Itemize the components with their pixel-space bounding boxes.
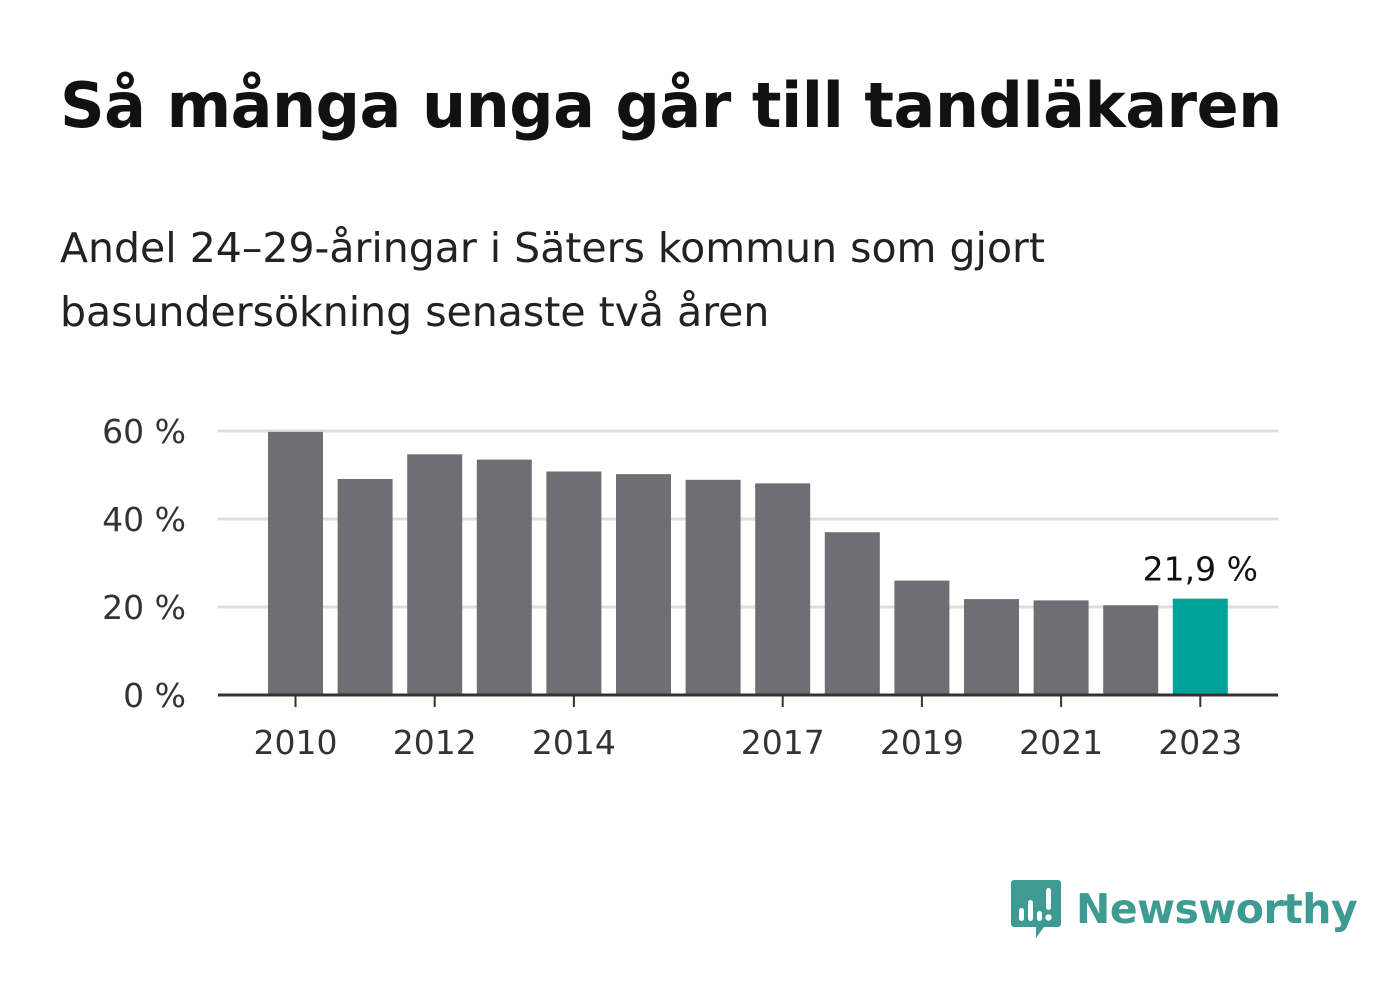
bar: [894, 580, 950, 695]
x-tick-label: 2023: [1158, 723, 1242, 762]
logo-text: Newsworthy: [1076, 885, 1358, 933]
x-tick-label: 2012: [393, 723, 477, 762]
bar: [824, 532, 880, 695]
bar: [964, 599, 1019, 695]
bars: [268, 431, 1228, 695]
bar: [476, 459, 532, 695]
x-tick-label: 2021: [1019, 723, 1103, 762]
bar: [337, 478, 393, 695]
chart-title: Så många unga går till tandläkaren: [60, 69, 1282, 142]
y-tick-label: 0 %: [123, 676, 186, 715]
x-tick-label: 2019: [880, 723, 964, 762]
newsworthy-logo: Newsworthy: [1010, 878, 1358, 940]
bar-chart-speech-bubble-icon: [1011, 880, 1061, 938]
x-tick-label: 2014: [532, 723, 616, 762]
x-tick-label: 2010: [254, 723, 338, 762]
x-tick-label: 2017: [741, 723, 825, 762]
bar: [546, 471, 602, 695]
y-tick-label: 60 %: [102, 412, 186, 451]
bar: [616, 474, 671, 695]
bar: [268, 431, 323, 695]
bar: [1103, 605, 1159, 695]
bar-value-label: 21,9 %: [1143, 550, 1258, 589]
bar-highlight: [1172, 598, 1228, 695]
chart-subtitle: Andel 24–29-åringar i Säters kommun som …: [60, 224, 1045, 336]
bar: [407, 454, 463, 695]
y-tick-label: 20 %: [102, 588, 186, 627]
y-tick-label: 40 %: [102, 500, 186, 539]
x-axis: [218, 693, 1278, 707]
axis-labels: 0 % 20 % 40 % 60 % 2010 2012 2014 2017 2019 2021 2…: [102, 412, 1258, 762]
bar: [1033, 600, 1089, 695]
bar: [755, 483, 811, 695]
grid-lines: [218, 429, 1278, 609]
bar: [685, 479, 741, 695]
